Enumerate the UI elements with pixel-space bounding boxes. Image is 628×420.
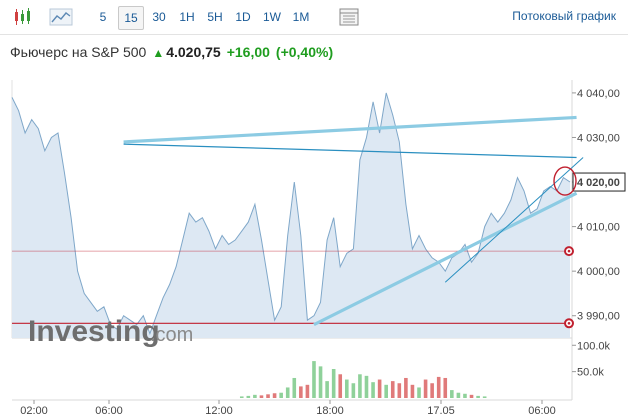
volume-bar xyxy=(338,374,343,398)
volume-bar xyxy=(292,377,297,398)
volume-bar xyxy=(456,392,461,398)
volume-bar xyxy=(259,395,264,398)
volume-bar xyxy=(325,381,329,398)
volume-bar xyxy=(404,377,408,398)
volume-bar xyxy=(285,387,290,398)
level-handle-dot xyxy=(567,321,571,325)
volume-bar xyxy=(463,393,467,398)
volume-bar xyxy=(246,395,251,398)
volume-bars: 100.0k 50.0k xyxy=(239,340,611,398)
logo-suffix: .com xyxy=(150,324,193,346)
x-tick-label: 02:00 xyxy=(20,405,48,417)
interval-1d-button[interactable]: 1D xyxy=(235,10,251,24)
volume-bar xyxy=(351,383,356,398)
volume-bar xyxy=(482,396,487,398)
y-tick-label: 3 990,00 xyxy=(577,311,620,323)
trend-line xyxy=(444,157,584,283)
trend-lines xyxy=(123,115,584,327)
x-tick-label: 18:00 xyxy=(316,405,344,417)
volume-bar xyxy=(312,361,316,398)
volume-bar xyxy=(272,393,277,398)
last-price: 4.020,75 xyxy=(166,44,221,60)
trend-line xyxy=(313,191,578,327)
price-axis: 3 990,00 4 000,00 4 010,00 4 020,00 4 030,00… xyxy=(572,88,626,323)
level-handle-dot xyxy=(567,249,571,253)
x-tick-label: 12:00 xyxy=(205,405,233,417)
y-tick-label: 4 030,00 xyxy=(577,132,620,144)
y-tick-label: 4 010,00 xyxy=(577,222,620,234)
volume-bar xyxy=(384,384,388,398)
volume-bar xyxy=(377,379,382,398)
interval-1w-button[interactable]: 1W xyxy=(263,10,281,24)
price-highlight-ellipse xyxy=(553,166,577,196)
current-price-marker xyxy=(553,166,577,196)
last-price-box xyxy=(572,172,626,192)
volume-bar xyxy=(443,377,448,398)
volume-bar xyxy=(299,386,303,398)
volume-tick-label: 100.0k xyxy=(577,340,611,352)
volume-bar xyxy=(331,369,336,398)
instrument-header: Фьючерс на S&P 500 ▲ 4.020,75 +16,00 (+0,40%… xyxy=(10,44,333,64)
volume-bar xyxy=(430,383,434,398)
instrument-name: Фьючерс на S&P 500 xyxy=(10,44,147,60)
volume-bar xyxy=(253,394,257,398)
table-icon[interactable] xyxy=(336,6,362,28)
trend-line xyxy=(123,143,577,159)
volume-bar xyxy=(239,396,244,398)
price-area xyxy=(11,92,571,339)
interval-1m-button[interactable]: 1M xyxy=(292,10,310,24)
x-tick-label: 06:00 xyxy=(528,405,556,417)
area-chart-icon[interactable] xyxy=(48,6,74,28)
volume-bar xyxy=(279,392,283,398)
candlestick-icon[interactable] xyxy=(10,6,36,28)
up-arrow-icon: ▲ xyxy=(152,46,165,60)
investing-logo: Investing .com xyxy=(28,315,193,348)
price-change: +16,00 xyxy=(226,44,270,60)
interval-5-button[interactable]: 5 xyxy=(99,10,107,24)
volume-bar xyxy=(358,374,362,398)
volume-bar xyxy=(397,383,402,398)
volume-bar xyxy=(410,384,415,398)
volume-bar xyxy=(364,375,369,398)
price-line xyxy=(11,92,571,335)
x-tick-label: 06:00 xyxy=(95,405,123,417)
y-tick-label: 4 000,00 xyxy=(577,266,620,278)
y-tick-label: 4 040,00 xyxy=(577,88,620,100)
interval-30-button[interactable]: 30 xyxy=(152,10,166,24)
volume-bar xyxy=(436,376,441,398)
interval-5h-button[interactable]: 5H xyxy=(207,10,223,24)
horizontal-levels xyxy=(12,246,574,329)
volume-tick-label: 50.0k xyxy=(577,367,604,379)
time-axis: 02:00 06:00 12:00 18:00 17.05 06:00 xyxy=(20,400,556,417)
volume-bar xyxy=(305,384,310,398)
interval-1h-button[interactable]: 1H xyxy=(179,10,195,24)
last-price-label: 4 020,00 xyxy=(577,177,620,189)
volume-bar xyxy=(417,387,421,398)
volume-bar xyxy=(390,381,395,398)
volume-bar xyxy=(423,379,428,398)
volume-bar xyxy=(476,395,480,398)
price-change-percent: (+0,40%) xyxy=(275,44,334,60)
interval-15-button[interactable]: 15 xyxy=(118,6,144,30)
volume-bar xyxy=(318,366,323,398)
volume-bar xyxy=(450,390,454,398)
volume-bar xyxy=(266,394,270,398)
price-area-fill xyxy=(12,92,570,339)
trend-line xyxy=(123,115,577,144)
chart-toolbar: 5 15 30 1H 5H 1D 1W 1M Потоковый график xyxy=(0,0,628,35)
volume-bar xyxy=(371,382,375,398)
x-tick-label: 17.05 xyxy=(427,405,455,417)
volume-bar xyxy=(345,379,349,398)
logo-text: Investing xyxy=(28,315,160,348)
volume-bar xyxy=(469,394,474,398)
streaming-chart-link[interactable]: Потоковый график xyxy=(512,9,616,23)
